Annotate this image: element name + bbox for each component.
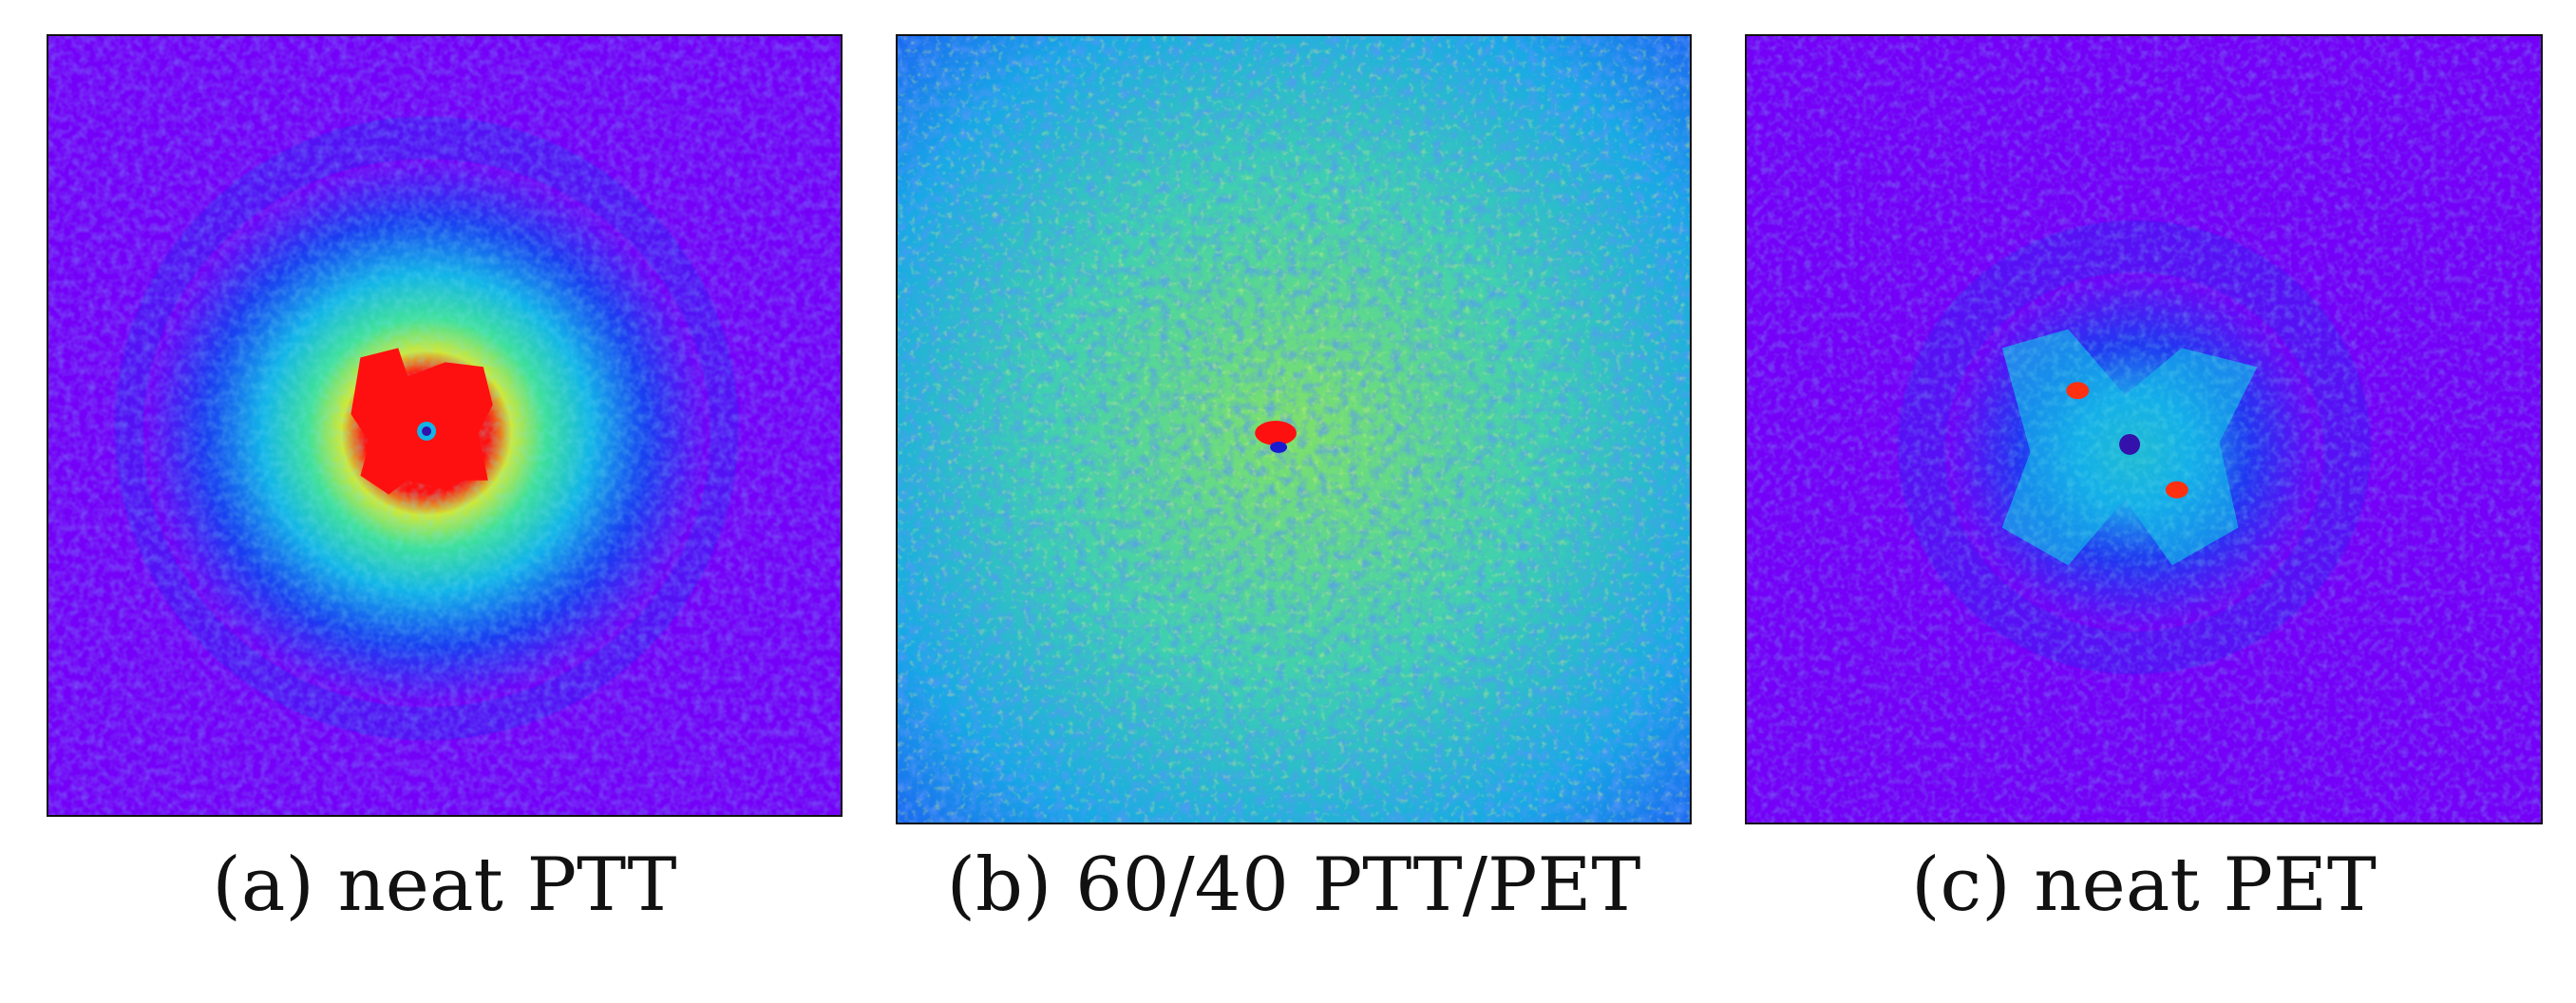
caption-neat-pet: (c) neat PET <box>1911 842 2377 928</box>
pattern-svg-a <box>48 36 841 815</box>
pattern-image-neat-pet <box>1745 34 2543 824</box>
red-core-a <box>350 348 493 495</box>
caption-neat-ptt: (a) neat PTT <box>212 842 677 928</box>
center-spot-c <box>2119 433 2141 455</box>
pattern-svg-b <box>898 36 1690 823</box>
pattern-svg-c <box>1747 36 2541 823</box>
pattern-image-60-40-ptt-pet <box>896 34 1692 824</box>
red-spot-b <box>1255 421 1297 445</box>
caption-60-40-ptt-pet: (b) 60/40 PTT/PET <box>946 842 1641 928</box>
pattern-image-neat-ptt <box>47 34 843 817</box>
